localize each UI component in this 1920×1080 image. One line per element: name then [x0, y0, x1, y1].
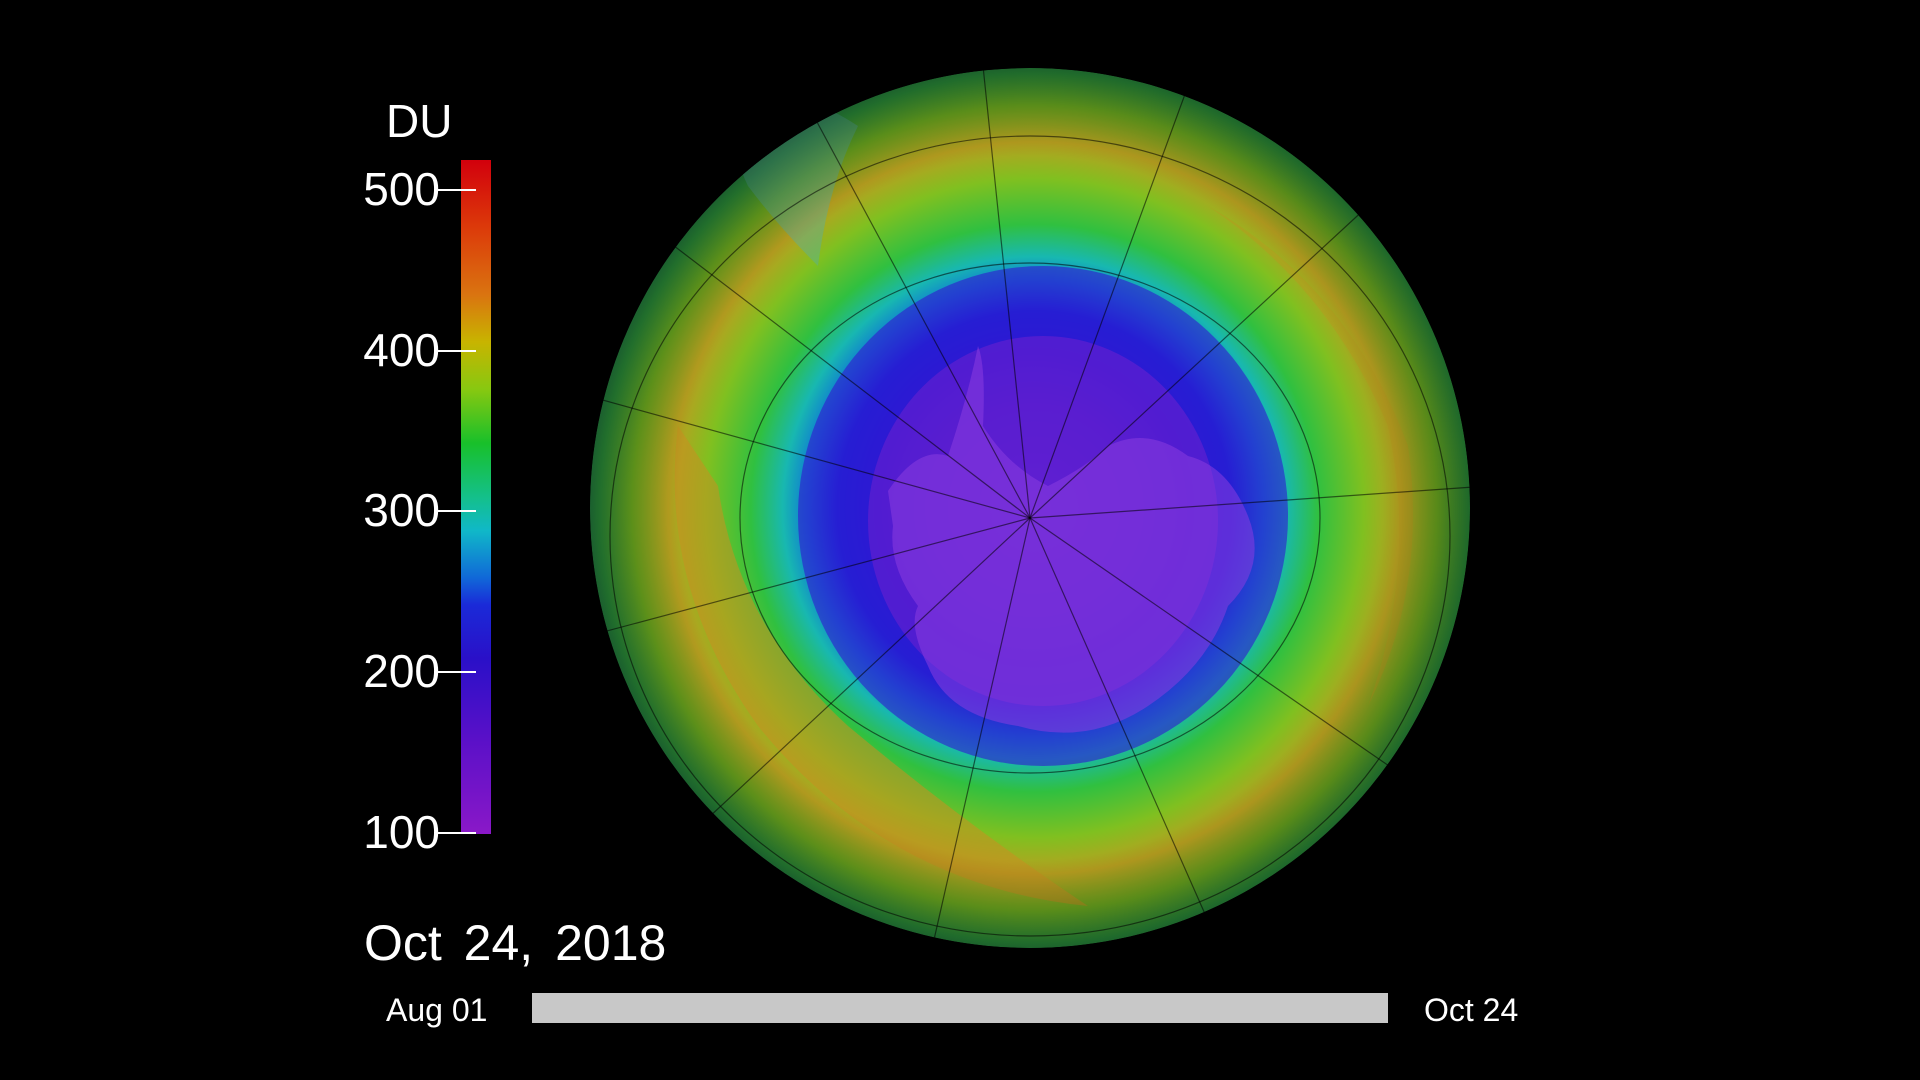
colorbar-tick-100 — [434, 832, 476, 834]
ozone-globe-map — [590, 68, 1470, 948]
colorbar-tick-500 — [434, 189, 476, 191]
timeline-progress-fill — [532, 993, 1388, 1023]
current-date-label: Oct 24, 2018 — [364, 915, 667, 971]
colorbar-label-300: 300 — [363, 484, 440, 536]
colorbar-label-400: 400 — [363, 324, 440, 376]
timeline-start-label: Aug 01 — [386, 992, 488, 1028]
colorbar-tick-400 — [434, 350, 476, 352]
timeline-end-label: Oct 24 — [1424, 992, 1519, 1028]
colorbar-label-100: 100 — [363, 806, 440, 858]
colorbar-unit-label: DU — [386, 95, 453, 147]
timeline-progress-bar — [532, 993, 1388, 1023]
colorbar — [461, 160, 491, 834]
colorbar-tick-200 — [434, 671, 476, 673]
colorbar-tick-300 — [434, 510, 476, 512]
colorbar-label-500: 500 — [363, 163, 440, 215]
colorbar-label-200: 200 — [363, 645, 440, 697]
